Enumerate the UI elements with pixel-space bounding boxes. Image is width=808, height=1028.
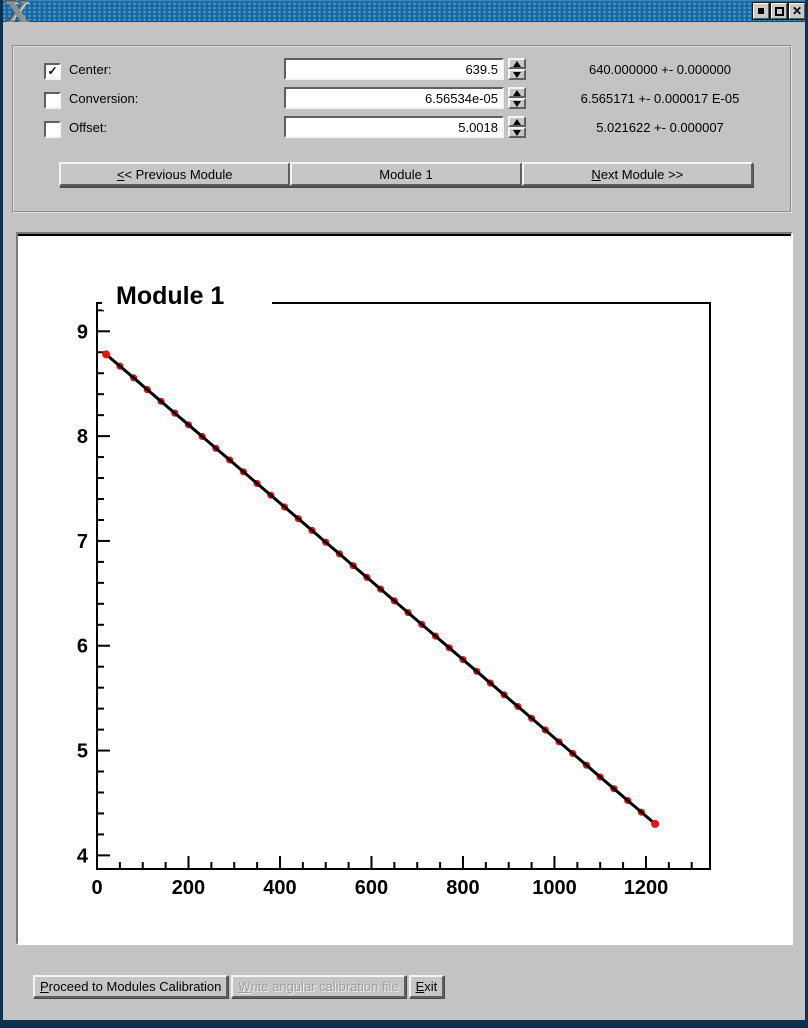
offset-spin-down-button[interactable] [508, 127, 526, 138]
window-frame-bottom [0, 1020, 808, 1028]
maximize-icon [774, 6, 784, 16]
footer-button-write-angular-calibration-file: Write angular calibration file [231, 975, 406, 998]
x11-logo-icon: X [6, 0, 30, 22]
spin-down-icon [513, 71, 521, 78]
spin-down-icon [513, 129, 521, 136]
close-button[interactable]: ✕ [789, 3, 805, 19]
svg-text:0: 0 [91, 877, 102, 899]
svg-text:4: 4 [77, 845, 89, 867]
nav-button-previous-module[interactable]: << Previous Module [59, 162, 291, 186]
window-frame-right [805, 0, 808, 1028]
center-spin-down-button[interactable] [508, 69, 526, 80]
titlebar[interactable]: X [0, 0, 808, 22]
conversion-spin-up-button[interactable] [508, 87, 526, 98]
minimize-button[interactable] [753, 3, 769, 19]
minimize-icon [758, 8, 764, 14]
plot-canvas: 0 200 400 600 800 1000 1200 4 5 6 7 8 9 Module 1 [18, 234, 791, 943]
offset-row: Offset: 5.021622 +- 0.000007 [14, 116, 790, 145]
conversion-row: Conversion: 6.565171 +- 0.000017 E-05 [14, 87, 790, 116]
spin-up-icon [513, 89, 521, 96]
svg-text:400: 400 [263, 877, 296, 899]
center-checkbox[interactable]: ✓ [44, 63, 61, 80]
footer-buttons: Proceed to Modules Calibration Write angu… [33, 975, 445, 998]
nav-button-next-module[interactable]: Next Module >> [521, 162, 753, 186]
svg-text:9: 9 [77, 321, 88, 343]
center-fit-result: 640.000000 +- 0.000000 [588, 62, 732, 77]
conversion-fit-result: 6.565171 +- 0.000017 E-05 [580, 91, 740, 106]
calibration-form: ✓ Center: 640.000000 +- 0.000000 Convers… [12, 45, 792, 213]
center-input[interactable] [286, 60, 502, 78]
svg-text:800: 800 [446, 877, 479, 899]
maximize-button[interactable] [771, 3, 787, 19]
conversion-input[interactable] [286, 89, 502, 107]
center-spin-up-button[interactable] [508, 58, 526, 69]
conversion-label: Conversion: [69, 91, 139, 106]
window-controls: ✕ [753, 3, 805, 19]
conversion-spinner [508, 87, 526, 109]
offset-fit-result: 5.021622 +- 0.000007 [596, 120, 724, 135]
offset-spin-up-button[interactable] [508, 116, 526, 127]
offset-input[interactable] [286, 118, 502, 136]
svg-text:6: 6 [77, 636, 88, 658]
calibration-plot: 0 200 400 600 800 1000 1200 4 5 6 7 8 9 Module 1 [77, 276, 711, 899]
close-icon: ✕ [791, 4, 803, 18]
svg-text:7: 7 [77, 531, 88, 553]
plot-panel: 0 200 400 600 800 1000 1200 4 5 6 7 8 9 Module 1 [16, 232, 793, 945]
spin-down-icon [513, 100, 521, 107]
window-frame-left [0, 0, 3, 1028]
nav-button-module-1[interactable]: Module 1 [290, 162, 522, 186]
svg-text:Module 1: Module 1 [116, 282, 224, 310]
svg-text:5: 5 [77, 741, 88, 763]
center-row: ✓ Center: 640.000000 +- 0.000000 [14, 58, 790, 87]
conversion-spin-down-button[interactable] [508, 98, 526, 109]
center-label: Center: [69, 62, 112, 77]
svg-text:1200: 1200 [624, 877, 669, 899]
module-nav-row: << Previous Module Module 1 Next Module >> [59, 162, 753, 186]
conversion-checkbox[interactable] [44, 92, 61, 109]
svg-text:1000: 1000 [532, 877, 577, 899]
offset-checkbox[interactable] [44, 121, 61, 138]
footer-button-proceed-to-modules-calibration[interactable]: Proceed to Modules Calibration [33, 975, 229, 998]
offset-label: Offset: [69, 120, 108, 135]
svg-text:200: 200 [172, 877, 205, 899]
svg-text:8: 8 [77, 426, 88, 448]
offset-spinner [508, 116, 526, 138]
footer-button-exit[interactable]: Exit [408, 975, 445, 998]
spin-up-icon [513, 60, 521, 67]
svg-text:600: 600 [355, 877, 388, 899]
spin-up-icon [513, 118, 521, 125]
center-spinner [508, 58, 526, 80]
